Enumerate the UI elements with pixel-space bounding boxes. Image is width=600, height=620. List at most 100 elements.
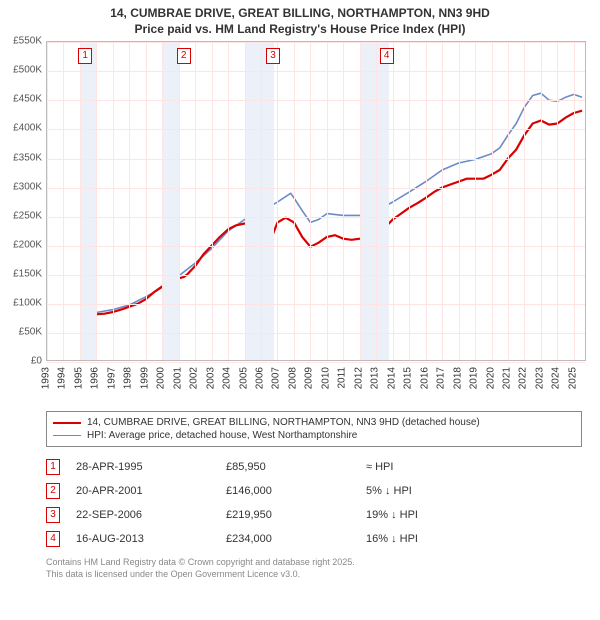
transaction-price: £234,000 — [226, 533, 366, 545]
x-tick-label: 2008 — [287, 367, 298, 389]
transaction-date: 16-AUG-2013 — [76, 533, 226, 545]
transaction-row: 128-APR-1995£85,950≈ HPI — [46, 455, 582, 479]
x-tick-label: 2002 — [189, 367, 200, 389]
legend-label: 14, CUMBRAE DRIVE, GREAT BILLING, NORTHA… — [87, 417, 480, 428]
legend-item: HPI: Average price, detached house, West… — [53, 429, 575, 442]
gridline-v — [146, 42, 147, 360]
gridline-h — [47, 217, 585, 218]
footer-line-2: This data is licensed under the Open Gov… — [46, 569, 590, 581]
x-tick-label: 2025 — [567, 367, 578, 389]
x-tick-label: 1994 — [57, 367, 68, 389]
x-tick-label: 2010 — [320, 367, 331, 389]
x-tick-label: 2021 — [501, 367, 512, 389]
footer-attribution: Contains HM Land Registry data © Crown c… — [46, 557, 590, 580]
gridline-v — [47, 42, 48, 360]
y-tick-label: £250K — [13, 210, 42, 221]
gridline-v — [508, 42, 509, 360]
x-tick-label: 2018 — [452, 367, 463, 389]
gridline-v — [96, 42, 97, 360]
line-series — [47, 42, 587, 362]
x-tick-label: 2005 — [238, 367, 249, 389]
gridline-v — [376, 42, 377, 360]
gridline-h — [47, 188, 585, 189]
gridline-v — [492, 42, 493, 360]
x-tick-label: 2001 — [172, 367, 183, 389]
transaction-delta: ≈ HPI — [366, 461, 566, 473]
gridline-v — [360, 42, 361, 360]
x-tick-label: 2012 — [353, 367, 364, 389]
gridline-v — [574, 42, 575, 360]
gridline-v — [294, 42, 295, 360]
sale-marker: 3 — [266, 48, 280, 64]
gridline-v — [409, 42, 410, 360]
legend-item: 14, CUMBRAE DRIVE, GREAT BILLING, NORTHA… — [53, 416, 575, 429]
gridline-v — [261, 42, 262, 360]
gridline-v — [228, 42, 229, 360]
transaction-price: £146,000 — [226, 485, 366, 497]
plot-area: 1234 — [46, 41, 586, 361]
gridline-v — [277, 42, 278, 360]
x-tick-label: 2013 — [370, 367, 381, 389]
x-tick-label: 2022 — [518, 367, 529, 389]
transaction-index: 4 — [46, 531, 60, 547]
legend-swatch — [53, 422, 81, 424]
chart-title: 14, CUMBRAE DRIVE, GREAT BILLING, NORTHA… — [0, 0, 600, 41]
x-tick-label: 2015 — [403, 367, 414, 389]
gridline-v — [63, 42, 64, 360]
x-tick-label: 1996 — [90, 367, 101, 389]
y-tick-label: £100K — [13, 298, 42, 309]
gridline-h — [47, 42, 585, 43]
gridline-v — [113, 42, 114, 360]
x-tick-label: 2006 — [255, 367, 266, 389]
sale-marker: 4 — [380, 48, 394, 64]
transaction-row: 416-AUG-2013£234,00016% ↓ HPI — [46, 527, 582, 551]
x-tick-label: 2017 — [436, 367, 447, 389]
gridline-h — [47, 304, 585, 305]
y-tick-label: £400K — [13, 123, 42, 134]
gridline-v — [442, 42, 443, 360]
gridline-v — [310, 42, 311, 360]
gridline-v — [524, 42, 525, 360]
y-tick-label: £550K — [13, 36, 42, 47]
transaction-row: 2 20-APR-2001£146,0005% ↓ HPI — [46, 479, 582, 503]
y-tick-label: £200K — [13, 239, 42, 250]
gridline-v — [245, 42, 246, 360]
sale-period-band — [162, 42, 178, 360]
gridline-h — [47, 159, 585, 160]
x-tick-label: 2023 — [534, 367, 545, 389]
gridline-v — [327, 42, 328, 360]
gridline-h — [47, 71, 585, 72]
y-tick-label: £50K — [19, 327, 42, 338]
x-tick-label: 2019 — [469, 367, 480, 389]
transaction-index: 2 — [46, 483, 60, 499]
x-tick-label: 1999 — [139, 367, 150, 389]
transaction-date: 20-APR-2001 — [76, 485, 226, 497]
y-tick-label: £300K — [13, 181, 42, 192]
transaction-date: 22-SEP-2006 — [76, 509, 226, 521]
title-line-1: 14, CUMBRAE DRIVE, GREAT BILLING, NORTHA… — [10, 6, 590, 22]
x-tick-label: 2003 — [205, 367, 216, 389]
y-axis-labels: £0£50K£100K£150K£200K£250K£300K£350K£400… — [6, 41, 44, 361]
gridline-v — [212, 42, 213, 360]
y-tick-label: £150K — [13, 268, 42, 279]
transaction-delta: 19% ↓ HPI — [366, 509, 566, 521]
x-tick-label: 2009 — [304, 367, 315, 389]
legend-swatch — [53, 435, 81, 436]
gridline-h — [47, 275, 585, 276]
gridline-v — [557, 42, 558, 360]
sale-period-band — [80, 42, 96, 360]
gridline-h — [47, 100, 585, 101]
y-tick-label: £500K — [13, 65, 42, 76]
x-tick-label: 2004 — [222, 367, 233, 389]
x-tick-label: 2024 — [551, 367, 562, 389]
x-tick-label: 1993 — [41, 367, 52, 389]
gridline-v — [80, 42, 81, 360]
gridline-v — [343, 42, 344, 360]
transaction-delta: 5% ↓ HPI — [366, 485, 566, 497]
transaction-date: 28-APR-1995 — [76, 461, 226, 473]
sale-period-band — [245, 42, 275, 360]
gridline-h — [47, 129, 585, 130]
legend: 14, CUMBRAE DRIVE, GREAT BILLING, NORTHA… — [46, 411, 582, 447]
gridline-v — [195, 42, 196, 360]
x-tick-label: 2011 — [337, 367, 348, 389]
